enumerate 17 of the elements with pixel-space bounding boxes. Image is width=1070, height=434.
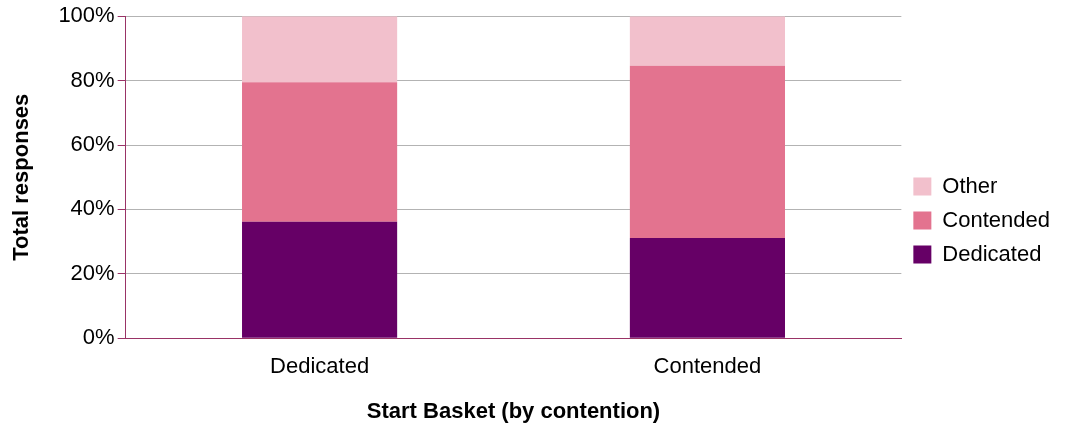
bar [242,221,398,338]
y-tick-label: 100% [58,2,115,28]
y-tick-label: 60% [70,131,115,157]
bar [629,16,785,66]
bar [242,16,398,83]
bar [629,238,785,338]
y-tick-label: 20% [70,259,115,285]
y-tick-label: 80% [70,66,115,92]
y-tick-label: 40% [70,195,115,221]
y-axis-title: Total responses [8,93,34,261]
legend-label: Dedicated [942,240,1042,266]
legend-label: Contended [942,206,1051,232]
y-tick-label: 0% [82,324,115,350]
bar [242,82,398,222]
x-axis-title: Start Basket (by contention) [366,397,661,423]
bar [629,65,785,239]
legend-label: Other [942,172,998,198]
